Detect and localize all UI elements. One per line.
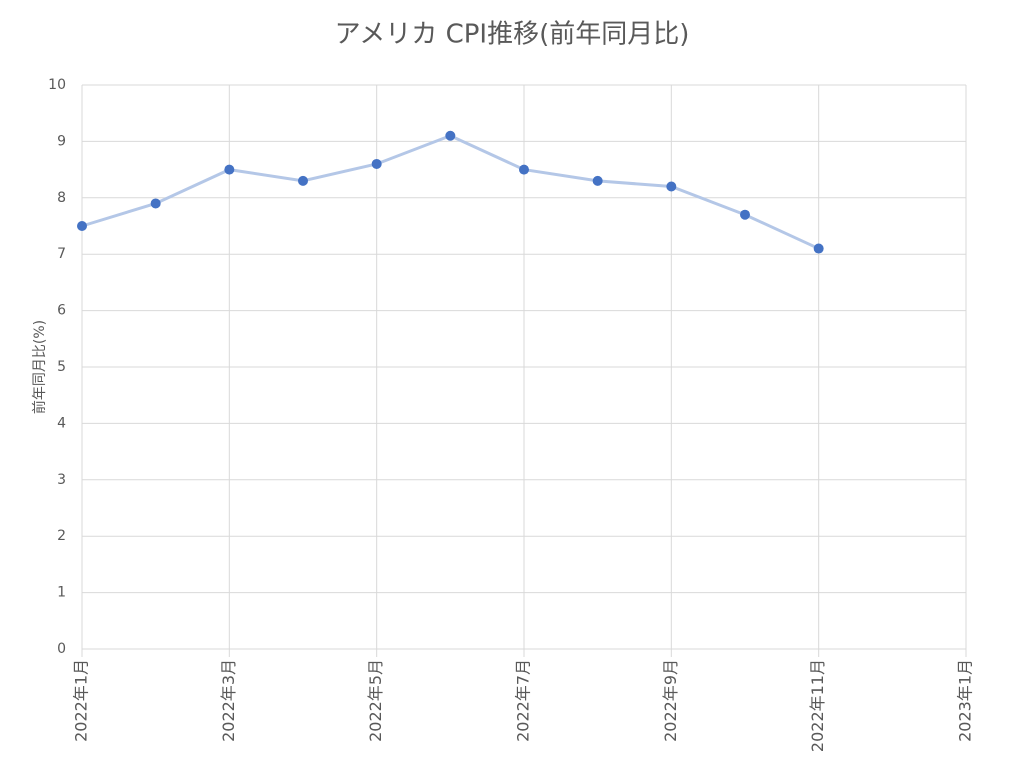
y-tick-label: 6 bbox=[57, 303, 66, 319]
x-tick-label: 2022年1月 bbox=[72, 659, 91, 742]
data-point bbox=[666, 181, 677, 192]
series-line bbox=[81, 134, 820, 250]
data-point bbox=[150, 198, 161, 209]
chart-title: アメリカ CPI推移(前年同月比) bbox=[335, 20, 690, 50]
x-tick-label: 2022年3月 bbox=[219, 659, 238, 742]
y-tick-label: 2 bbox=[57, 528, 66, 544]
data-point bbox=[740, 209, 750, 220]
x-tick-label: 2022年9月 bbox=[661, 659, 680, 742]
y-tick-label: 5 bbox=[57, 359, 66, 375]
y-tick-label: 1 bbox=[57, 585, 66, 601]
data-point bbox=[224, 164, 235, 175]
y-tick-label: 7 bbox=[57, 246, 66, 262]
x-tick-label: 2023年1月 bbox=[956, 659, 975, 742]
y-tick-label: 8 bbox=[57, 190, 66, 206]
y-tick-label: 4 bbox=[57, 415, 66, 431]
y-tick-label: 0 bbox=[57, 641, 66, 657]
data-point bbox=[77, 221, 87, 231]
data-point bbox=[298, 175, 308, 186]
x-tick-label: 2022年5月 bbox=[366, 659, 385, 742]
y-axis-label: 前年同月比(%) bbox=[31, 320, 48, 414]
data-point bbox=[445, 130, 456, 141]
y-tick-label: 10 bbox=[48, 77, 66, 93]
y-tick-label: 9 bbox=[57, 133, 66, 149]
x-tick-label: 2022年11月 bbox=[808, 659, 827, 752]
data-point bbox=[813, 243, 824, 254]
x-tick-label: 2022年7月 bbox=[514, 659, 533, 742]
y-tick-label: 3 bbox=[57, 472, 66, 488]
data-point bbox=[371, 158, 382, 169]
data-point bbox=[592, 175, 603, 186]
data-point bbox=[519, 164, 529, 175]
